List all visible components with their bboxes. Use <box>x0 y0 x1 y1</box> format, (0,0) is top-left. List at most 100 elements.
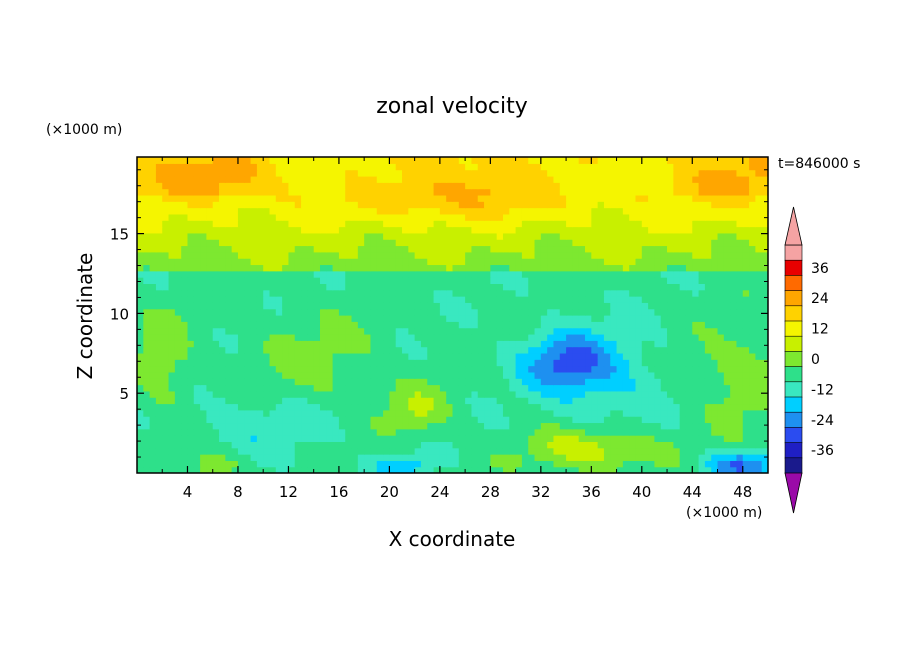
field-cell <box>168 340 176 348</box>
field-cell <box>610 466 618 473</box>
field-cell <box>547 409 555 417</box>
field-cell <box>420 169 428 177</box>
field-cell <box>679 315 687 322</box>
field-cell <box>717 264 725 272</box>
field-cell <box>591 258 599 266</box>
field-cell <box>256 239 264 247</box>
field-cell <box>307 207 315 215</box>
field-cell <box>635 422 643 430</box>
field-cell <box>660 220 668 228</box>
field-cell <box>338 296 346 303</box>
field-cell <box>427 169 435 177</box>
field-cell <box>717 201 725 209</box>
field-cell <box>256 201 264 209</box>
field-cell <box>332 232 340 240</box>
field-cell <box>458 416 466 424</box>
field-cell <box>509 346 517 354</box>
field-cell <box>585 308 592 316</box>
field-cell <box>174 175 182 183</box>
field-cell <box>477 232 485 240</box>
field-cell <box>660 308 668 316</box>
field-cell <box>622 340 630 348</box>
field-cell <box>465 308 473 316</box>
field-cell <box>326 409 334 417</box>
field-cell <box>181 163 189 171</box>
field-cell <box>603 384 611 392</box>
field-cell <box>692 188 700 196</box>
field-cell <box>534 403 542 411</box>
field-cell <box>162 169 170 177</box>
field-cell <box>591 422 599 430</box>
field-cell <box>420 454 428 461</box>
field-cell <box>357 175 365 183</box>
field-cell <box>629 302 637 310</box>
field-cell <box>168 251 176 259</box>
field-cell <box>452 289 460 297</box>
field-cell <box>313 213 321 221</box>
field-cell <box>338 169 346 177</box>
field-cell <box>357 365 365 373</box>
field-cell <box>187 220 195 228</box>
field-cell <box>427 220 435 228</box>
field-cell <box>509 258 517 266</box>
field-cell <box>231 428 239 436</box>
field-cell <box>326 466 334 473</box>
field-cell <box>244 277 252 284</box>
field-cell <box>585 251 592 259</box>
field-cell <box>439 308 447 316</box>
field-cell <box>206 435 214 442</box>
field-cell <box>484 251 491 259</box>
field-cell <box>755 441 763 449</box>
field-cell <box>376 428 384 436</box>
field-cell <box>402 333 409 341</box>
field-cell <box>502 447 510 455</box>
field-cell <box>717 390 725 398</box>
field-cell <box>326 175 334 183</box>
field-cell <box>389 359 397 367</box>
field-cell <box>155 315 163 322</box>
field-cell <box>181 283 189 291</box>
field-cell <box>143 182 151 190</box>
field-cell <box>149 302 157 310</box>
field-cell <box>256 207 264 215</box>
field-cell <box>749 359 756 367</box>
field-cell <box>269 283 277 291</box>
field-cell <box>490 416 498 424</box>
field-cell <box>484 169 491 177</box>
field-cell <box>566 416 573 424</box>
field-cell <box>364 270 372 278</box>
field-cell <box>244 321 252 329</box>
field-cell <box>395 169 403 177</box>
field-cell <box>553 466 561 473</box>
field-cell <box>414 390 422 398</box>
field-cell <box>345 428 353 436</box>
field-cell <box>275 207 283 215</box>
field-cell <box>566 466 573 473</box>
field-cell <box>471 258 479 266</box>
field-cell <box>231 327 239 335</box>
field-cell <box>484 371 491 379</box>
field-cell <box>585 409 592 417</box>
field-cell <box>389 296 397 303</box>
field-cell <box>553 201 561 209</box>
field-cell <box>616 359 624 367</box>
field-cell <box>730 321 738 329</box>
field-cell <box>641 340 649 348</box>
field-cell <box>509 315 517 322</box>
field-cell <box>376 422 384 430</box>
field-cell <box>269 188 277 196</box>
field-cell <box>502 397 510 405</box>
field-cell <box>269 251 277 259</box>
field-cell <box>149 371 157 379</box>
field-cell <box>149 454 157 461</box>
field-cell <box>660 428 668 436</box>
field-cell <box>256 283 264 291</box>
field-cell <box>566 245 573 253</box>
field-cell <box>439 315 447 322</box>
field-cell <box>717 315 725 322</box>
field-cell <box>679 352 687 360</box>
field-cell <box>698 232 706 240</box>
field-cell <box>250 163 258 171</box>
field-cell <box>256 346 264 354</box>
field-cell <box>256 384 264 392</box>
